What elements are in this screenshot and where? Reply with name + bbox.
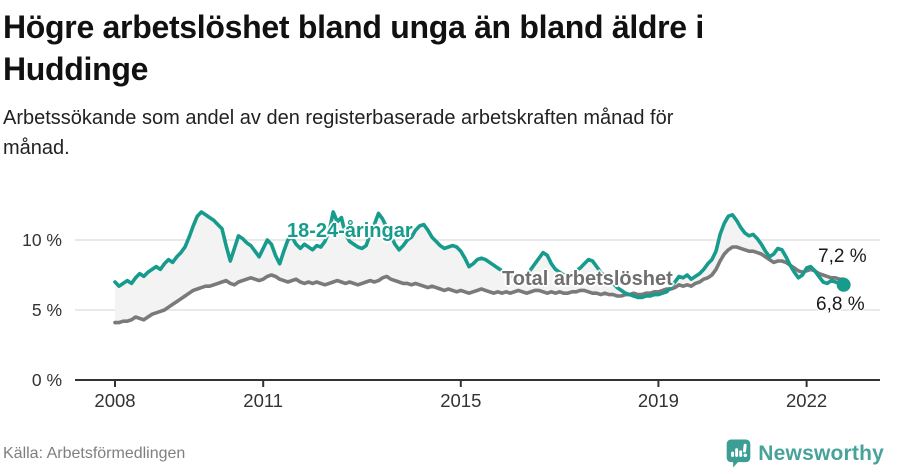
title-line-1: Högre arbetslöshet bland unga än bland ä…	[3, 9, 704, 45]
series-label-young: 18-24-åringar	[287, 220, 413, 242]
chart-footer: Källa: Arbetsförmedlingen Newsworthy	[0, 439, 900, 468]
x-tick-label: 2008	[94, 390, 135, 411]
end-value-label-total: 7,2 %	[818, 246, 867, 267]
chart-subtitle: Arbetssökande som andel av den registerb…	[3, 103, 888, 163]
line-chart: 0 % 5 % 10 % 2008 2011 2015 2019 2022 18-24-åri…	[0, 175, 900, 415]
series-label-total: Total arbetslöshet	[502, 268, 673, 290]
newsworthy-wordmark: Newsworthy	[758, 441, 884, 465]
page-title: Högre arbetslöshet bland unga än bland ä…	[3, 6, 888, 90]
y-tick-label: 5 %	[32, 300, 62, 320]
x-tick-label: 2022	[786, 390, 827, 411]
subtitle-line-1: Arbetssökande som andel av den registerb…	[3, 107, 674, 129]
y-tick-label: 10 %	[22, 230, 62, 250]
total-unemployment-line	[113, 245, 846, 325]
y-tick-label: 0 %	[32, 370, 62, 390]
chart-canvas: 0 % 5 % 10 % 2008 2011 2015 2019 2022	[22, 210, 880, 411]
x-tick-label: 2011	[243, 390, 283, 411]
between-series-fill	[115, 212, 844, 323]
chart-header: Högre arbetslöshet bland unga än bland ä…	[0, 0, 900, 163]
x-tick-label: 2015	[440, 390, 481, 411]
youth-unemployment-line	[113, 210, 846, 300]
title-line-2: Huddinge	[3, 51, 149, 87]
end-value-label-young: 6,8 %	[816, 294, 865, 315]
series-end-dot	[836, 277, 851, 292]
subtitle-line-2: månad.	[3, 137, 70, 159]
axis-ticks: 0 % 5 % 10 % 2008 2011 2015 2019 2022	[22, 230, 827, 411]
source-note: Källa: Arbetsförmedlingen	[3, 444, 186, 462]
newsworthy-logo-icon	[726, 439, 751, 468]
x-tick-label: 2019	[638, 390, 679, 411]
newsworthy-brand: Newsworthy	[726, 439, 884, 468]
